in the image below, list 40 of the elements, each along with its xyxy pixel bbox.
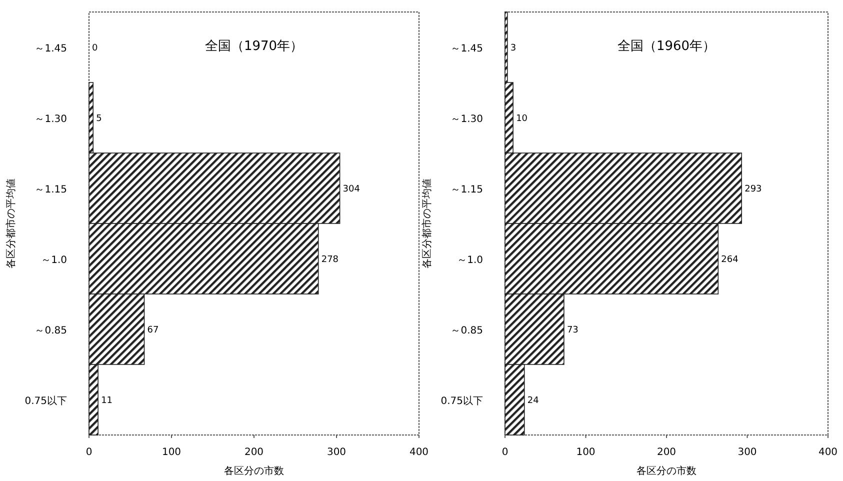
- x-tick-label: 300: [738, 447, 757, 458]
- data-label: 293: [744, 184, 762, 194]
- data-label: 10: [516, 114, 528, 124]
- y-tick-label: ～1.15: [34, 184, 67, 196]
- data-label: 5: [96, 114, 102, 124]
- y-tick-label: 0.75以下: [440, 394, 483, 407]
- y-tick-label: ～0.85: [450, 325, 483, 336]
- y-tick-label: ～1.0: [457, 254, 483, 266]
- y-tick-label: 0.75以下: [24, 394, 67, 407]
- x-axis-title: 各区分の市数: [636, 465, 696, 477]
- y-axis-title: 各区分都市の平均値: [421, 178, 433, 268]
- data-label: 304: [342, 184, 360, 194]
- x-tick-label: 300: [326, 447, 346, 458]
- y-tick-label: ～1.45: [450, 43, 483, 54]
- data-label: 73: [566, 325, 578, 336]
- data-label: 67: [147, 325, 159, 336]
- data-label: 0: [92, 43, 98, 54]
- x-tick-label: 100: [576, 447, 596, 458]
- y-tick-label: ～1.45: [34, 43, 67, 54]
- data-label: 278: [321, 254, 339, 265]
- x-tick-label: 100: [162, 447, 182, 458]
- x-tick-label: 400: [818, 447, 838, 458]
- y-axis-title: 各区分都市の平均値: [5, 178, 17, 268]
- x-tick-label: 0: [502, 447, 508, 458]
- x-axis-title: 各区分の市数: [224, 465, 284, 477]
- x-tick-label: 200: [656, 447, 676, 458]
- x-tick-label: 0: [86, 447, 92, 458]
- x-tick-label: 200: [244, 447, 264, 458]
- y-tick-label: ～1.30: [450, 114, 483, 125]
- y-tick-label: ～1.0: [41, 254, 67, 266]
- text: 全国（1960年）: [617, 39, 716, 54]
- data-label: 3: [510, 43, 516, 54]
- text: 全国（1970年）: [204, 39, 304, 54]
- y-tick-label: ～1.30: [34, 114, 67, 125]
- x-tick-label: 400: [409, 447, 429, 458]
- y-tick-label: ～0.85: [34, 325, 67, 336]
- y-tick-label: ～1.15: [450, 184, 483, 196]
- data-label: 11: [101, 396, 113, 406]
- data-label: 264: [721, 254, 739, 265]
- data-label: 24: [527, 396, 540, 406]
